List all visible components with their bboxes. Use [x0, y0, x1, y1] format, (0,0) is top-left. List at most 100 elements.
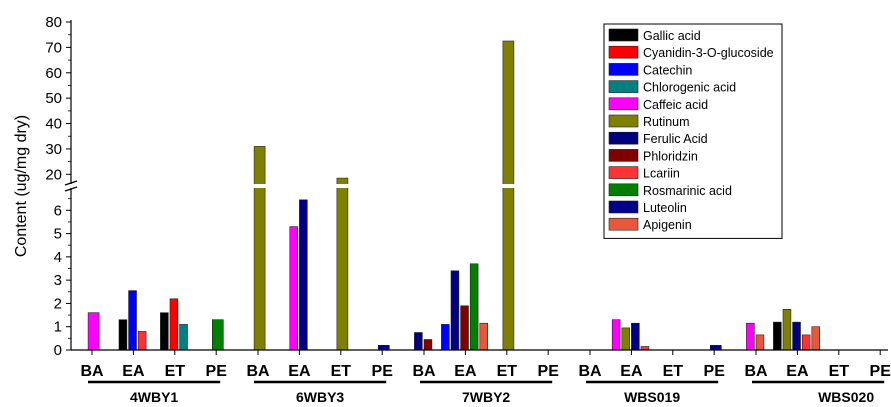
x-tick-label-7WBY2-EA: EA: [454, 363, 477, 380]
bar-7WBY2-EA-phloridzin: [460, 305, 469, 351]
legend-label-catechin: Catechin: [643, 63, 692, 77]
x-tick-label-WBS020-ET: ET: [829, 363, 850, 380]
legend-swatch-chlorogenic-acid: [608, 80, 639, 93]
x-tick-label-7WBY2-PE: PE: [538, 363, 560, 380]
x-tick-label-WBS019-EA: EA: [620, 363, 643, 380]
y-tick-3-label: 3: [54, 272, 62, 289]
bar-4WBY1-EA-gallic-acid: [118, 319, 128, 351]
y-tick-50-label: 50: [45, 90, 62, 107]
axis-break-gap: [65, 184, 888, 188]
y-tick-6-label: 6: [54, 202, 62, 219]
group-label-6WBY3: 6WBY3: [296, 389, 344, 405]
legend-swatch-apigenin: [608, 217, 639, 231]
legend-swatch-gallic-acid: [608, 28, 639, 42]
x-tick-label-4WBY1-EA: EA: [122, 363, 145, 380]
legend-swatch-ferulic-acid: [608, 131, 639, 145]
bar-WBS019-EA-rutinum: [621, 327, 630, 351]
group-label-4WBY1: 4WBY1: [130, 389, 178, 405]
y-tick-0-label: 0: [54, 342, 62, 359]
x-tick-label-4WBY1-ET: ET: [165, 363, 186, 380]
bar-4WBY1-EA-catechin: [128, 290, 137, 351]
bar-WBS020-BA-caffeic-acid: [746, 322, 755, 351]
legend-label-cyanidin-3-o-glucoside: Cyanidin-3-O-glucoside: [643, 46, 774, 60]
y-tick-80-label: 80: [45, 14, 62, 31]
bar-4WBY1-BA-caffeic-acid: [87, 312, 100, 351]
legend-swatch-caffeic-acid: [608, 97, 639, 111]
legend-label-apigenin: Apigenin: [643, 218, 692, 232]
legend-label-rosmarinic-acid: Rosmarinic acid: [643, 184, 732, 198]
bar-7WBY2-EA-rosmarinic-acid: [469, 263, 479, 351]
x-tick-label-WBS020-PE: PE: [870, 363, 891, 380]
legend-label-chlorogenic-acid: Chlorogenic acid: [643, 81, 736, 95]
y-tick-2-label: 2: [54, 295, 62, 312]
group-label-7WBY2: 7WBY2: [462, 389, 510, 405]
x-tick-label-7WBY2-ET: ET: [497, 363, 518, 380]
bar-6WBY3-EA-ferulic-acid: [299, 199, 308, 351]
x-tick-label-6WBY3-ET: ET: [331, 363, 352, 380]
y-tick-5-label: 5: [54, 226, 62, 243]
legend-swatch-catechin: [608, 63, 639, 76]
bar-7WBY2-EA-apigenin: [479, 322, 488, 351]
bar-7WBY2-ET-rutinum: [502, 40, 515, 351]
x-tick-label-WBS019-PE: PE: [704, 363, 726, 380]
x-tick-label-4WBY1-PE: PE: [206, 363, 228, 380]
group-label-WBS019: WBS019: [624, 389, 680, 405]
bar-7WBY2-BA-phloridzin: [423, 339, 433, 351]
y-tick-60-label: 60: [45, 65, 62, 82]
bar-WBS019-EA-caffeic-acid: [611, 319, 621, 351]
y-break-mark-1: [64, 180, 78, 186]
x-tick-label-6WBY3-EA: EA: [288, 363, 311, 380]
bar-6WBY3-ET-rutinum: [336, 177, 349, 351]
bar-4WBY1-ET-cyanidin-3-o-glucoside: [169, 298, 179, 351]
y-tick-1-label: 1: [54, 319, 62, 336]
legend-swatch-rutinum: [608, 114, 639, 128]
group-label-WBS020: WBS020: [818, 389, 874, 405]
bar-4WBY1-EA-lcariin: [137, 331, 147, 351]
bar-6WBY3-BA-rutinum: [253, 146, 266, 351]
y-break-mark-2: [64, 186, 78, 192]
x-tick-label-WBS019-ET: ET: [663, 363, 684, 380]
x-tick-label-WBS020-BA: BA: [744, 363, 768, 380]
bar-7WBY2-BA-ferulic-acid: [414, 332, 423, 351]
x-tick-label-WBS020-EA: EA: [786, 363, 809, 380]
legend: Gallic acid Cyanidin-3-O-glucoside Catechi…: [603, 23, 783, 239]
legend-label-ferulic-acid: Ferulic Acid: [643, 132, 708, 146]
legend-label-luteolin: Luteolin: [643, 201, 687, 215]
legend-label-caffeic-acid: Caffeic acid: [643, 98, 708, 112]
bar-WBS019-PE-luteolin: [709, 344, 722, 351]
bar-4WBY1-ET-gallic-acid: [160, 312, 169, 351]
bar-7WBY2-EA-catechin: [441, 324, 450, 351]
bar-7WBY2-EA-ferulic-acid: [450, 270, 460, 351]
bar-WBS020-EA-ferulic-acid: [792, 321, 801, 351]
legend-swatch-luteolin: [608, 200, 639, 214]
y-tick-70-label: 70: [45, 39, 62, 56]
x-tick-label-6WBY3-PE: PE: [372, 363, 394, 380]
bar-WBS020-EA-rutinum: [782, 308, 792, 351]
y-tick-4-label: 4: [54, 249, 62, 266]
legend-swatch-phloridzin: [608, 149, 639, 162]
bar-WBS019-EA-ferulic-acid: [631, 322, 640, 351]
x-tick-label-6WBY3-BA: BA: [246, 363, 270, 380]
legend-swatch-rosmarinic-acid: [608, 183, 639, 197]
bar-4WBY1-ET-chlorogenic-acid: [179, 324, 188, 351]
bar-WBS020-BA-apigenin: [755, 334, 765, 351]
legend-label-gallic-acid: Gallic acid: [643, 29, 701, 43]
y-tick-20-label: 20: [45, 166, 62, 183]
bar-WBS020-EA-gallic-acid: [773, 321, 782, 351]
y-axis-title: Content (ug/mg dry): [13, 115, 30, 257]
legend-label-lcariin: Lcariin: [643, 167, 680, 181]
bar-6WBY3-PE-luteolin: [377, 344, 390, 351]
legend-label-rutinum: Rutinum: [643, 115, 690, 129]
legend-label-phloridzin: Phloridzin: [643, 149, 698, 163]
x-tick-label-7WBY2-BA: BA: [412, 363, 436, 380]
axes-layer: 0 1 2 3 4 5 6 20 30 40 50 60 70 80 Content (ug/mg dry)…: [13, 14, 891, 405]
x-tick-label-4WBY1-BA: BA: [80, 363, 104, 380]
bar-WBS020-EA-lcariin: [801, 334, 811, 351]
legend-swatch-cyanidin-3-o-glucoside: [608, 45, 639, 59]
bar-WBS020-EA-apigenin: [811, 326, 820, 351]
y-tick-40-label: 40: [45, 116, 62, 133]
legend-swatch-lcariin: [608, 166, 639, 179]
bar-6WBY3-EA-caffeic-acid: [289, 226, 298, 351]
bar-4WBY1-PE-rosmarinic-acid: [212, 319, 224, 351]
